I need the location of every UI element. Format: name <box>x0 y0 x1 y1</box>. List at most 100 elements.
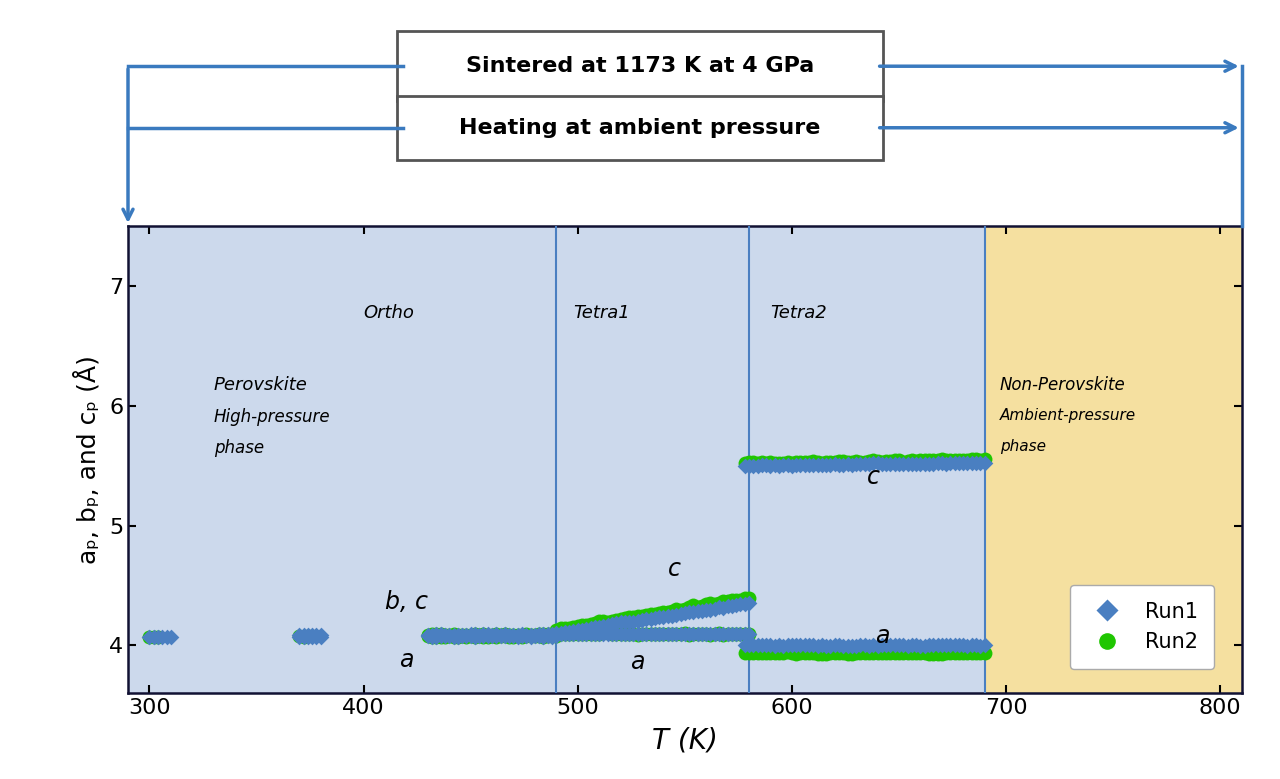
Point <box>499 629 520 641</box>
Point <box>893 455 914 467</box>
Point <box>872 640 892 652</box>
Point <box>808 458 828 471</box>
Point <box>842 640 863 652</box>
Text: Ortho: Ortho <box>364 304 415 322</box>
Point <box>722 628 742 640</box>
Point <box>662 628 682 640</box>
Point <box>465 630 485 643</box>
Point <box>465 630 485 643</box>
Point <box>481 629 502 641</box>
Text: a: a <box>399 648 413 672</box>
Point <box>687 628 708 640</box>
Point <box>709 601 730 613</box>
Point <box>521 630 541 643</box>
Point <box>837 458 858 471</box>
Point <box>468 629 489 641</box>
Point <box>550 628 571 640</box>
Point <box>927 456 947 469</box>
Point <box>868 640 888 652</box>
Point <box>700 629 721 641</box>
Point <box>769 639 790 651</box>
Point <box>773 459 794 471</box>
Point <box>824 456 845 468</box>
Point <box>671 628 691 640</box>
Point <box>897 454 918 467</box>
Point <box>589 627 609 640</box>
Point <box>534 628 554 640</box>
Point <box>477 628 498 640</box>
Point <box>649 607 669 619</box>
Point <box>751 456 772 468</box>
Point <box>876 454 896 467</box>
Point <box>298 629 319 641</box>
Point <box>293 629 314 641</box>
Point <box>538 628 558 640</box>
X-axis label: T (K): T (K) <box>652 727 718 755</box>
Point <box>820 640 841 652</box>
Point <box>486 631 507 643</box>
Text: Tetra2: Tetra2 <box>771 304 827 322</box>
Point <box>760 460 781 472</box>
Point <box>311 631 332 643</box>
Point <box>700 604 721 616</box>
Point <box>576 623 596 636</box>
Point <box>541 629 562 641</box>
Point <box>678 629 699 641</box>
Point <box>448 629 468 641</box>
Point <box>567 624 588 636</box>
Point <box>824 639 845 651</box>
Point <box>957 453 978 466</box>
Point <box>888 457 909 470</box>
Point <box>756 459 777 471</box>
Point <box>593 628 613 640</box>
Point <box>439 630 460 643</box>
Point <box>932 453 952 466</box>
Point <box>717 627 737 640</box>
Point <box>452 629 472 642</box>
Point <box>713 628 733 640</box>
Point <box>760 640 781 652</box>
Point <box>764 459 785 471</box>
Point <box>704 597 724 610</box>
Point <box>769 456 790 469</box>
Point <box>700 628 721 640</box>
Point <box>850 456 870 468</box>
Point <box>559 626 580 638</box>
Point <box>881 639 901 651</box>
Point <box>585 628 605 640</box>
Point <box>426 630 447 643</box>
Point <box>611 613 631 626</box>
Point <box>735 456 755 469</box>
Point <box>567 628 588 640</box>
Point <box>563 628 584 640</box>
Point <box>585 617 605 629</box>
Point <box>461 628 481 640</box>
Point <box>512 630 532 643</box>
Point <box>576 619 596 632</box>
Point <box>452 629 472 641</box>
Point <box>713 601 733 614</box>
Point <box>632 610 653 622</box>
Point <box>439 629 460 641</box>
Point <box>803 455 823 467</box>
Point <box>658 628 678 640</box>
Point <box>893 457 914 470</box>
Point <box>850 639 870 651</box>
Point <box>932 648 952 661</box>
Point <box>448 629 468 641</box>
Point <box>760 647 781 659</box>
Point <box>717 594 737 607</box>
Point <box>948 454 969 467</box>
Point <box>888 453 909 466</box>
Point <box>974 456 995 469</box>
Point <box>435 629 456 641</box>
Point <box>923 640 943 652</box>
Point <box>803 639 823 651</box>
Point <box>884 454 905 467</box>
Point <box>632 627 653 640</box>
Point <box>855 647 876 659</box>
Point <box>417 629 438 641</box>
Point <box>486 629 507 641</box>
Point <box>812 459 832 471</box>
Text: Non-Perovskite: Non-Perovskite <box>1000 375 1125 393</box>
